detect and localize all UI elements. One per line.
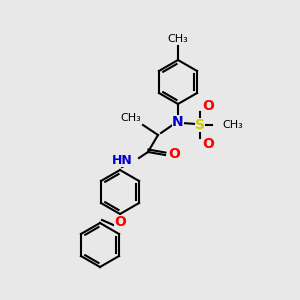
Text: S: S (195, 118, 205, 132)
Text: CH₃: CH₃ (168, 34, 188, 44)
Text: O: O (114, 215, 126, 229)
Text: N: N (172, 115, 184, 129)
Text: O: O (202, 137, 214, 151)
Text: CH₃: CH₃ (222, 120, 243, 130)
Text: O: O (168, 147, 180, 161)
Text: HN: HN (112, 154, 133, 166)
Text: O: O (202, 99, 214, 113)
Text: CH₃: CH₃ (120, 113, 141, 123)
